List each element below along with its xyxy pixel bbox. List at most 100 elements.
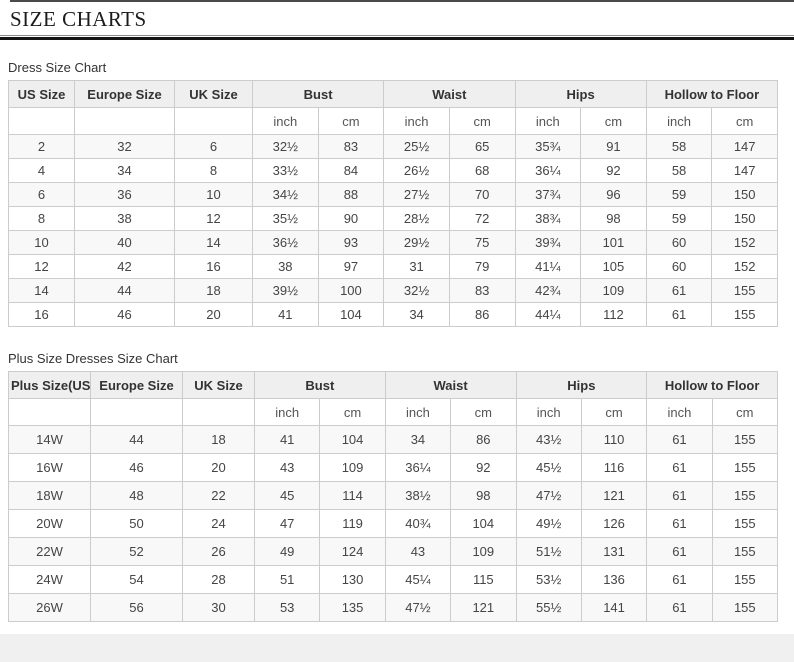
table-cell: 18 xyxy=(174,278,253,303)
table-cell: 59 xyxy=(645,206,713,231)
table-cell: 38 xyxy=(74,206,175,231)
table-cell: 58 xyxy=(645,158,713,183)
table-row: 12 42 16 38 97 31 79 41¼ 105 60 152 xyxy=(8,254,778,279)
table-cell: 86 xyxy=(450,425,517,454)
table-cell: 55½ xyxy=(515,593,582,622)
table-cell: 147 xyxy=(711,158,778,183)
table-cell: 34 xyxy=(384,425,452,454)
table-cell: 35¾ xyxy=(514,134,582,159)
table-row: 2 32 6 32½ 83 25½ 65 35¾ 91 58 147 xyxy=(8,134,778,159)
plus-size-table: Plus Size(US) Europe Size UK Size Bust Waist… xyxy=(8,371,779,622)
measure-group-header: Hollow to Floor xyxy=(646,371,778,399)
table-cell: 52 xyxy=(90,537,183,566)
table-cell: 44 xyxy=(74,278,175,303)
table-cell: 16W xyxy=(8,453,91,482)
table-cell: 155 xyxy=(711,453,779,482)
unit-label: cm xyxy=(450,398,517,426)
table-cell: 14 xyxy=(8,278,75,303)
empty-cell xyxy=(74,107,175,135)
table-cell: 43 xyxy=(253,453,321,482)
unit-label: cm xyxy=(319,398,386,426)
table-cell: 58 xyxy=(645,134,713,159)
table-row: 6 36 10 34½ 88 27½ 70 37¾ 96 59 150 xyxy=(8,182,778,207)
measure-group-header: Bust xyxy=(251,80,385,108)
table-cell: 121 xyxy=(580,481,648,510)
table-cell: 83 xyxy=(317,134,385,159)
table-cell: 112 xyxy=(580,302,647,327)
table-cell: 75 xyxy=(448,230,516,255)
table-cell: 25½ xyxy=(383,134,450,159)
table-cell: 41¼ xyxy=(514,254,582,279)
table-cell: 61 xyxy=(645,278,713,303)
unit-label: cm xyxy=(448,107,516,135)
empty-cell xyxy=(174,107,253,135)
plus-size-chart-label: Plus Size Dresses Size Chart xyxy=(8,351,178,366)
table-cell: 45 xyxy=(253,481,321,510)
column-header: US Size xyxy=(8,80,75,108)
table-cell: 45½ xyxy=(515,453,582,482)
table-cell: 119 xyxy=(319,509,386,538)
table-cell: 105 xyxy=(580,254,647,279)
top-border-line xyxy=(10,0,794,2)
table-row: 14 44 18 39½ 100 32½ 83 42¾ 109 61 155 xyxy=(8,278,778,303)
table-cell: 155 xyxy=(711,509,779,538)
table-cell: 104 xyxy=(450,509,517,538)
table-cell: 86 xyxy=(448,302,516,327)
table-cell: 116 xyxy=(580,453,648,482)
table-cell: 61 xyxy=(646,593,713,622)
table-cell: 150 xyxy=(711,206,778,231)
table-cell: 150 xyxy=(711,182,778,207)
table-cell: 20 xyxy=(182,453,255,482)
table-cell: 26W xyxy=(8,593,91,622)
column-header: Europe Size xyxy=(74,80,175,108)
table-cell: 20 xyxy=(174,302,253,327)
column-header: Europe Size xyxy=(90,371,183,399)
table-cell: 91 xyxy=(580,134,647,159)
table-cell: 109 xyxy=(319,453,386,482)
unit-label: inch xyxy=(515,398,582,426)
measure-group-header: Waist xyxy=(383,80,516,108)
empty-cell xyxy=(90,398,183,426)
unit-label: inch xyxy=(645,107,713,135)
table-cell: 56 xyxy=(90,593,183,622)
table-row: 8 38 12 35½ 90 28½ 72 38¾ 98 59 150 xyxy=(8,206,778,231)
table-cell: 155 xyxy=(711,565,779,594)
unit-header-row: inch cm inch cm inch cm inch cm xyxy=(8,398,779,426)
table-cell: 51 xyxy=(253,565,321,594)
table-cell: 24 xyxy=(182,509,255,538)
column-header: Plus Size(US) xyxy=(8,371,91,399)
table-cell: 98 xyxy=(450,481,517,510)
table-cell: 65 xyxy=(448,134,516,159)
table-cell: 59 xyxy=(645,182,713,207)
unit-label: cm xyxy=(580,398,648,426)
unit-label: cm xyxy=(317,107,385,135)
table-cell: 6 xyxy=(8,182,75,207)
table-cell: 20W xyxy=(8,509,91,538)
unit-label: cm xyxy=(711,107,778,135)
table-cell: 61 xyxy=(645,302,713,327)
table-cell: 34½ xyxy=(252,182,319,207)
table-cell: 31 xyxy=(383,254,450,279)
table-cell: 72 xyxy=(448,206,516,231)
table-cell: 115 xyxy=(450,565,517,594)
page-title: SIZE CHARTS xyxy=(10,7,147,31)
empty-cell xyxy=(8,107,75,135)
table-cell: 41 xyxy=(252,302,319,327)
table-cell: 93 xyxy=(317,230,385,255)
table-row: 4 34 8 33½ 84 26½ 68 36¼ 92 58 147 xyxy=(8,158,778,183)
table-cell: 110 xyxy=(580,425,648,454)
table-cell: 48 xyxy=(90,481,183,510)
measure-group-header: Bust xyxy=(254,371,386,399)
table-row: 18W 48 22 45 114 38½ 98 47½ 121 61 155 xyxy=(8,481,779,510)
table-cell: 155 xyxy=(711,537,779,566)
table-cell: 45¼ xyxy=(384,565,452,594)
table-cell: 34 xyxy=(74,158,175,183)
table-cell: 47 xyxy=(253,509,321,538)
table-cell: 61 xyxy=(646,537,713,566)
table-cell: 109 xyxy=(580,278,647,303)
table-row: 26W 56 30 53 135 47½ 121 55½ 141 61 155 xyxy=(8,593,779,622)
table-cell: 18 xyxy=(182,425,255,454)
table-cell: 8 xyxy=(8,206,75,231)
table-cell: 104 xyxy=(319,425,386,454)
